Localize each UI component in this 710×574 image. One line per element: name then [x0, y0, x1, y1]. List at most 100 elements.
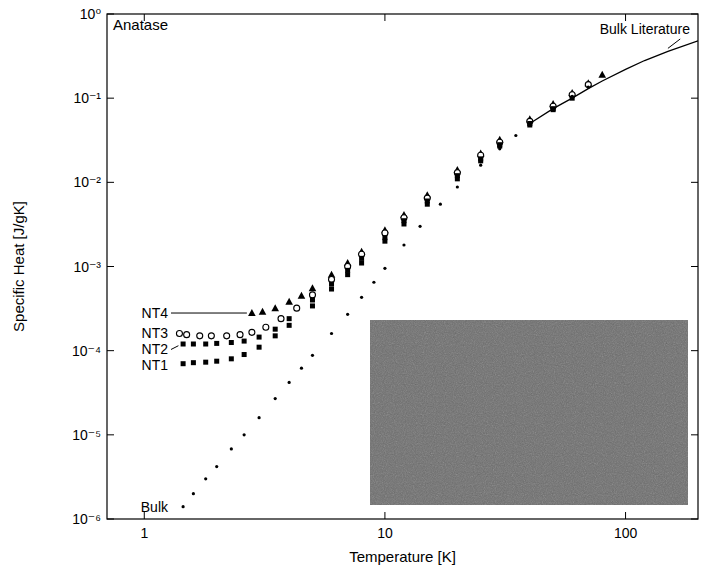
- data-point: [237, 332, 243, 338]
- data-point: [182, 505, 185, 508]
- data-point: [479, 164, 482, 167]
- x-axis-title: Temperature [K]: [349, 548, 456, 565]
- series-label: NT4: [142, 305, 169, 321]
- data-point: [230, 447, 233, 450]
- data-point: [208, 333, 214, 339]
- inset-background: [370, 320, 688, 505]
- data-point: [330, 332, 333, 335]
- x-tick: [384, 512, 385, 519]
- data-point: [359, 256, 364, 261]
- data-point: [439, 203, 442, 206]
- data-point: [598, 71, 606, 78]
- data-point: [242, 352, 247, 357]
- inset-texture: [370, 320, 688, 505]
- data-point: [259, 308, 267, 315]
- series-label: NT1: [142, 357, 169, 373]
- data-point: [242, 339, 247, 344]
- data-point: [214, 341, 219, 346]
- data-point: [425, 202, 430, 207]
- leader-line: [668, 39, 680, 48]
- data-point: [263, 324, 269, 330]
- y-tick-label: 10⁻¹: [73, 90, 101, 106]
- data-point: [345, 272, 350, 277]
- x-tick-label: 10: [377, 525, 393, 541]
- data-point: [478, 158, 483, 163]
- series-label: NT3: [142, 325, 169, 341]
- y-tick: [107, 266, 114, 267]
- x-tick-top: [625, 14, 626, 21]
- y-tick-right: [691, 98, 698, 99]
- data-point: [274, 397, 277, 400]
- data-point: [401, 221, 406, 226]
- data-point: [214, 359, 219, 364]
- chart: 10⁻⁶10⁻⁵10⁻⁴10⁻³10⁻²10⁻¹10⁰110100Tempera…: [0, 0, 710, 574]
- data-point: [498, 147, 501, 150]
- data-point: [184, 332, 190, 338]
- y-tick-right: [691, 350, 698, 351]
- data-point: [191, 342, 196, 347]
- data-point: [271, 304, 279, 311]
- data-point: [181, 361, 186, 366]
- y-tick-label: 10⁻³: [73, 259, 101, 275]
- data-point: [248, 309, 256, 316]
- data-point: [287, 316, 292, 321]
- data-point: [418, 225, 421, 228]
- data-point: [278, 316, 284, 322]
- data-point: [192, 492, 195, 495]
- data-point: [224, 333, 230, 339]
- data-point: [455, 176, 460, 181]
- data-point: [229, 356, 234, 361]
- data-point: [382, 239, 387, 244]
- x-tick: [625, 512, 626, 519]
- x-tick-label: 100: [614, 525, 638, 541]
- data-point: [181, 342, 186, 347]
- data-point: [249, 329, 255, 335]
- data-point: [329, 281, 334, 286]
- series-label: Bulk: [141, 499, 169, 515]
- data-point: [309, 292, 315, 298]
- data-point: [528, 123, 531, 126]
- y-tick-right: [691, 14, 698, 15]
- data-point: [288, 381, 291, 384]
- data-point: [300, 367, 303, 370]
- data-point: [309, 284, 317, 291]
- y-tick-label: 10⁻²: [73, 174, 101, 190]
- data-point: [229, 340, 234, 345]
- data-point: [191, 360, 196, 365]
- series-label: Bulk Literature: [600, 21, 690, 37]
- data-point: [203, 342, 208, 347]
- data-point: [273, 333, 278, 338]
- data-point: [359, 261, 364, 266]
- inset-shade: [370, 320, 688, 505]
- y-tick-right: [691, 519, 698, 520]
- series-label: NT2: [142, 341, 169, 357]
- y-tick: [107, 519, 114, 520]
- data-point: [329, 287, 334, 292]
- data-point: [310, 297, 315, 302]
- y-tick: [107, 434, 114, 435]
- data-point: [203, 360, 208, 365]
- y-tick-right: [691, 266, 698, 267]
- y-tick: [107, 14, 114, 15]
- data-point: [176, 330, 182, 336]
- data-point: [215, 465, 218, 468]
- y-tick-label: 10⁻⁴: [72, 343, 101, 359]
- plot-frame: [107, 14, 698, 519]
- data-point: [310, 303, 315, 308]
- y-tick-label: 10⁻⁶: [72, 511, 101, 527]
- data-point: [204, 477, 207, 480]
- x-tick-label: 1: [140, 525, 148, 541]
- series-line: [530, 41, 698, 124]
- data-point: [298, 292, 306, 299]
- data-point: [294, 305, 300, 311]
- y-tick: [107, 182, 114, 183]
- data-point: [273, 327, 278, 332]
- data-point: [360, 296, 363, 299]
- x-tick-top: [384, 14, 385, 21]
- data-point: [514, 134, 517, 137]
- y-tick-label: 10⁻⁵: [72, 427, 101, 443]
- data-point: [383, 267, 386, 270]
- data-point: [257, 335, 262, 340]
- data-point: [257, 416, 260, 419]
- data-point: [197, 333, 203, 339]
